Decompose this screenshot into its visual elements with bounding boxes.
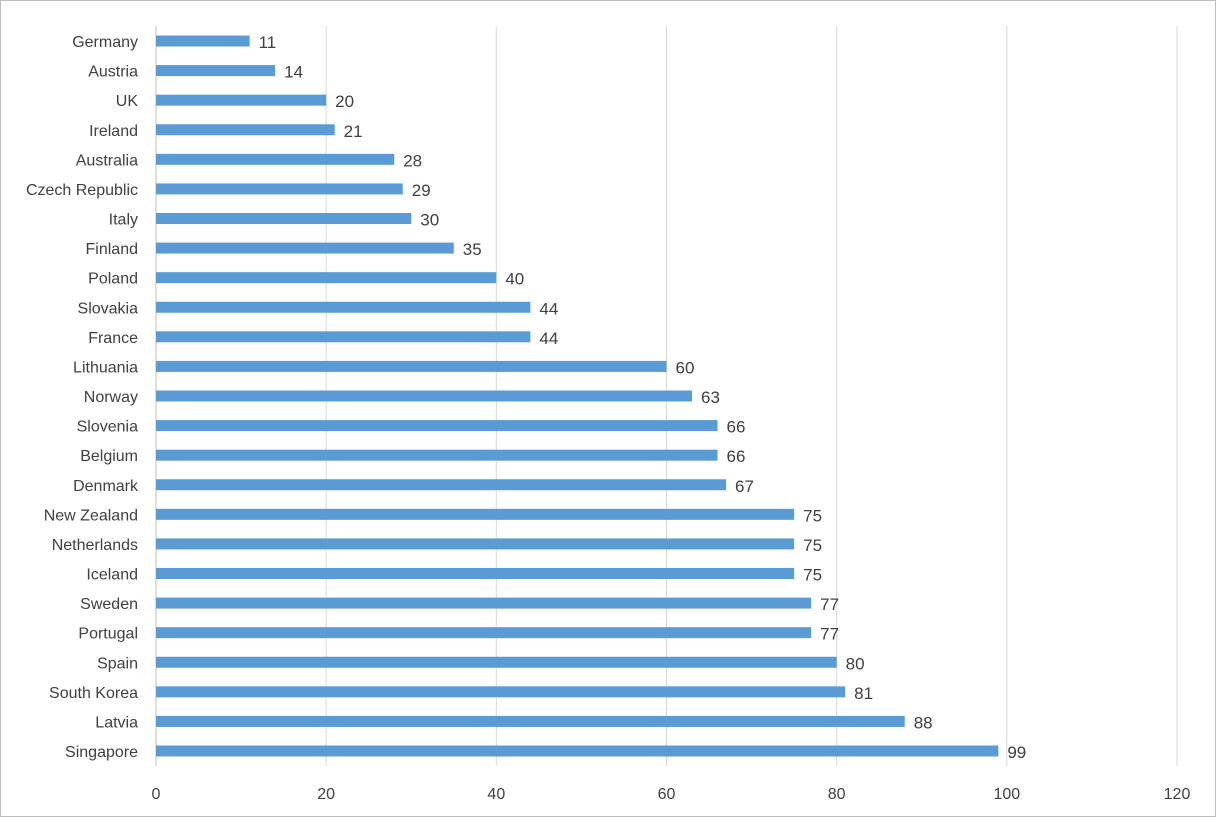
bar [156,331,531,343]
data-label: 75 [803,536,822,555]
category-label: Slovakia [78,300,139,317]
bar [156,65,276,77]
category-label: Portugal [78,626,138,643]
x-tick-label: 100 [993,786,1020,803]
bar [156,153,395,165]
category-label: UK [116,93,139,110]
data-label: 67 [735,477,754,496]
category-labels: Germany Austria UK Ireland Australia Czech Re… [26,34,139,761]
category-label: Ireland [89,123,138,140]
data-label: 60 [676,358,695,377]
x-tick-label: 20 [317,786,335,803]
data-label: 66 [727,418,746,437]
data-label: 28 [403,151,422,170]
data-label: 29 [412,181,431,200]
data-label: 35 [463,240,482,259]
category-label: Spain [97,655,138,672]
category-label: Norway [84,389,138,406]
data-label: 99 [1007,743,1026,762]
category-label: Lithuania [73,359,138,376]
category-label: France [88,330,138,347]
data-label: 77 [820,625,839,644]
bar [156,627,812,639]
bar [156,272,497,284]
category-label: Latvia [95,714,138,731]
bar [156,94,327,106]
bar [156,656,837,668]
bar [156,35,250,47]
category-label: South Korea [49,685,138,702]
bar [156,449,718,461]
data-label: 40 [505,270,524,289]
category-label: New Zealand [44,507,138,524]
x-tick-label: 40 [487,786,505,803]
data-label: 20 [335,92,354,111]
data-label: 63 [701,388,720,407]
data-label: 21 [344,122,363,141]
data-label: 44 [539,329,558,348]
category-label: Singapore [65,744,138,761]
data-label: 75 [803,506,822,525]
bars [156,35,999,757]
bar [156,390,693,402]
data-label: 81 [854,684,873,703]
category-label: Czech Republic [26,182,138,199]
bar [156,479,727,491]
x-tick-label: 120 [1164,786,1191,803]
x-tick-label: 60 [658,786,676,803]
data-label: 88 [914,713,933,732]
data-label: 11 [259,33,277,52]
bar [156,686,846,698]
bar [156,597,812,609]
category-label: Iceland [86,567,138,584]
bar [156,301,531,313]
x-tick-label: 0 [152,786,161,803]
bar [156,508,795,520]
x-tick-label: 80 [828,786,846,803]
category-label: Netherlands [52,537,138,554]
category-label: Australia [76,152,138,169]
bar [156,745,999,757]
data-labels: 11 14 20 21 28 29 30 35 40 44 44 60 63 66 66 67 75 75 75 77… [259,33,1027,762]
category-label: Poland [88,271,138,288]
data-label: 80 [846,654,865,673]
category-label: Finland [86,241,138,258]
bar [156,715,905,727]
data-label: 77 [820,595,839,614]
bar [156,183,403,195]
category-label: Belgium [80,448,138,465]
data-label: 44 [539,299,558,318]
data-label: 30 [420,211,439,230]
bar [156,213,412,224]
data-label: 66 [727,447,746,466]
category-label: Denmark [73,478,139,495]
category-label: Austria [88,64,138,81]
data-label: 14 [284,63,303,82]
category-label: Slovenia [77,419,138,436]
x-axis-ticks: 0 20 40 60 80 100 120 [152,786,1191,803]
category-label: Sweden [80,596,138,613]
category-label: Germany [72,34,138,51]
category-label: Italy [109,212,138,229]
bar [156,124,335,136]
bar [156,360,667,372]
bar [156,420,718,432]
bar [156,242,454,254]
bar [156,568,795,579]
data-label: 75 [803,566,822,585]
bar [156,538,795,550]
